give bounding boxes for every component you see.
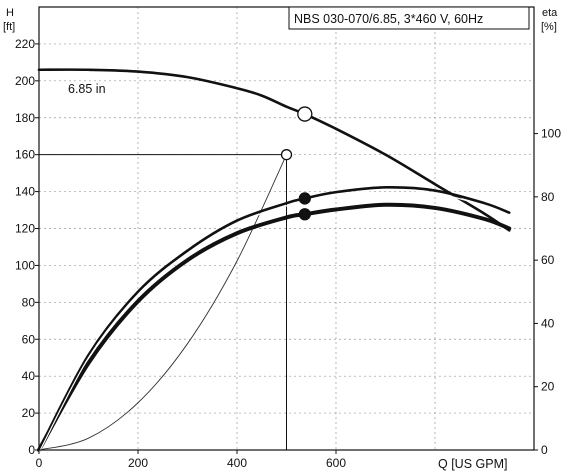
- x-axis-label: Q [US GPM]: [438, 457, 507, 471]
- series-label-impeller: 6.85 in: [68, 82, 106, 96]
- operating-point-markers: [280, 106, 313, 221]
- y-left-tick-label: 140: [15, 185, 35, 199]
- operating-point-marker: [280, 149, 293, 161]
- operating-point-marker: [297, 106, 313, 122]
- y-left-tick-label: 200: [15, 74, 35, 88]
- x-tick-label: 400: [227, 456, 247, 470]
- grid: [39, 7, 534, 450]
- y-left-axis-unit: [ft]: [3, 21, 15, 33]
- tick-labels: 0 200 400 600020406080100120140160180200220…: [15, 37, 561, 470]
- y-left-tick-label: 80: [22, 295, 36, 309]
- y-left-tick-label: 60: [22, 332, 36, 346]
- y-right-tick-label: 80: [541, 190, 555, 204]
- y-right-tick-label: 0: [541, 443, 548, 457]
- y-right-axis-unit: [%]: [541, 21, 557, 33]
- system-curve: [38, 154, 287, 451]
- y-left-tick-label: 40: [22, 369, 36, 383]
- y-left-tick-label: 120: [15, 222, 35, 236]
- y-right-tick-label: 60: [541, 253, 555, 267]
- x-tick-label: 200: [128, 456, 148, 470]
- head-curve: [37, 68, 511, 232]
- y-left-axis-label: H: [6, 7, 14, 19]
- y-right-tick-label: 20: [541, 380, 555, 394]
- y-right-tick-label: 40: [541, 316, 555, 330]
- efficiency-band-gap: [38, 189, 510, 453]
- y-left-tick-label: 0: [28, 443, 35, 457]
- y-right-tick-label: 100: [541, 127, 561, 141]
- chart-title: NBS 030-070/6.85, 3*460 V, 60Hz: [294, 12, 483, 26]
- y-left-tick-label: 220: [15, 37, 35, 51]
- efficiency-curve-lower: [37, 202, 512, 452]
- y-left-tick-label: 20: [22, 406, 36, 420]
- y-left-tick-label: 100: [15, 258, 35, 272]
- y-left-tick-label: 160: [15, 148, 35, 162]
- x-tick-label: 600: [326, 456, 346, 470]
- efficiency-point-marker: [298, 192, 311, 205]
- x-tick-label: 0: [36, 456, 43, 470]
- y-right-axis-label: eta: [542, 7, 558, 19]
- efficiency-curve-upper: [37, 186, 511, 452]
- series-lines: [37, 68, 512, 453]
- efficiency-point-marker: [298, 208, 311, 221]
- y-left-tick-label: 180: [15, 111, 35, 125]
- title-box: [288, 6, 530, 30]
